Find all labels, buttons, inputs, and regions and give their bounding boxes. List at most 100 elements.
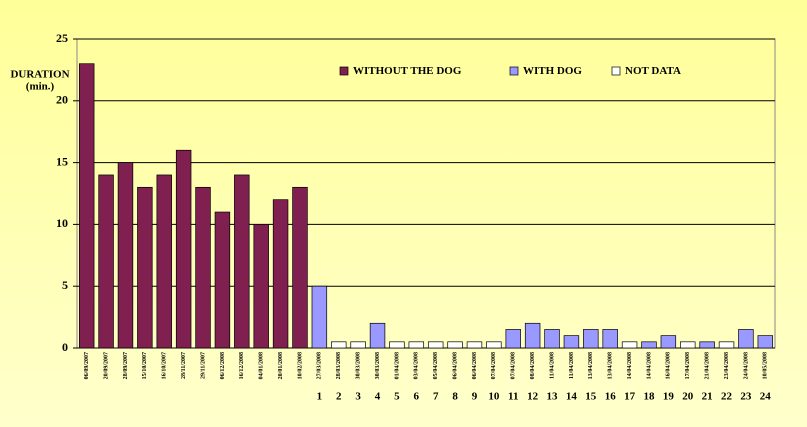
x-tick-label: 01/04/2008: [394, 352, 400, 379]
x-tick-label: 14/04/2008: [646, 352, 652, 379]
bar: [524, 322, 541, 349]
bar: [699, 341, 715, 349]
x-tick-label: 13/04/2008: [588, 352, 594, 379]
x-tick-label: 10/02/2008: [297, 352, 303, 379]
bar: [350, 341, 366, 349]
y-tick-label: 15: [56, 154, 68, 168]
bar: [292, 186, 308, 349]
day-number: 18: [643, 391, 655, 403]
bar: [544, 329, 560, 349]
x-tick-label: 07/04/2008: [491, 352, 497, 379]
day-number: 5: [394, 391, 400, 403]
day-number: 3: [355, 391, 361, 403]
x-tick-label: 20/01/2008: [278, 352, 284, 379]
day-number: 9: [472, 391, 478, 403]
x-tick-label: 13/04/2008: [608, 352, 614, 379]
day-number: 7: [433, 391, 439, 403]
bar: [660, 335, 677, 349]
bar: [466, 341, 483, 349]
bar: [98, 174, 114, 349]
day-number: 10: [488, 391, 500, 403]
bar: [738, 329, 754, 349]
day-number: 8: [452, 391, 458, 403]
x-tick-label: 21/04/2008: [705, 352, 711, 379]
x-tick-label: 10/05/2008: [763, 352, 769, 379]
bar: [311, 285, 328, 349]
x-tick-label: 11/04/2008: [549, 352, 555, 379]
y-axis-label: (min.): [26, 81, 55, 93]
day-number: 16: [605, 391, 617, 403]
x-tick-label: 24/04/2008: [743, 352, 749, 379]
day-number: 23: [740, 391, 752, 403]
bar: [408, 341, 425, 349]
x-tick-label: 08/04/2008: [530, 352, 536, 379]
x-tick-label: 17/04/2008: [685, 352, 691, 379]
day-number: 2: [336, 391, 342, 403]
legend-label: NOT DATA: [625, 65, 681, 77]
bar: [234, 174, 250, 349]
legend-swatch: [611, 66, 621, 76]
legend-swatch: [509, 66, 519, 76]
bar: [78, 63, 95, 349]
x-tick-label: 30/03/2008: [375, 352, 381, 379]
day-number: 22: [721, 391, 733, 403]
x-tick-label: 06/12/2008: [220, 352, 226, 379]
day-number: 15: [585, 391, 597, 403]
bar: [214, 211, 231, 349]
legend-label: WITHOUT THE DOG: [353, 65, 462, 77]
day-number: 12: [527, 391, 539, 403]
day-number: 11: [508, 391, 518, 403]
x-tick-label: 20/09/2007: [103, 352, 109, 379]
day-number: 19: [663, 391, 675, 403]
x-tick-label: 30/03/2008: [356, 352, 362, 379]
bar: [583, 329, 599, 349]
y-tick-label: 0: [62, 340, 68, 354]
y-tick-label: 5: [62, 278, 68, 292]
bar: [272, 199, 289, 349]
bar: [389, 341, 405, 349]
day-number: 14: [566, 391, 578, 403]
bar: [718, 341, 735, 349]
legend-swatch: [339, 66, 349, 76]
y-tick-label: 20: [56, 93, 68, 107]
day-number: 6: [414, 391, 420, 403]
bar: [757, 335, 774, 349]
bar: [331, 341, 347, 349]
x-tick-label: 27/03/2008: [317, 352, 323, 379]
x-tick-label: 06/09/2007: [84, 352, 90, 379]
x-tick-label: 06/04/2008: [452, 352, 458, 379]
day-number: 1: [317, 391, 323, 403]
x-tick-label: 06/04/2008: [472, 352, 478, 379]
bar: [641, 341, 657, 349]
legend-label: WITH DOG: [523, 65, 582, 77]
bar: [447, 341, 463, 349]
bar: [195, 186, 211, 349]
x-tick-label: 16/12/2008: [239, 352, 245, 379]
bar: [117, 162, 134, 349]
x-tick-label: 14/04/2008: [627, 352, 633, 379]
x-tick-label: 04/01/2008: [259, 352, 265, 379]
bar: [427, 341, 444, 349]
x-tick-label: 03/04/2008: [414, 352, 420, 379]
bar: [602, 329, 618, 349]
bar: [563, 335, 580, 349]
bar: [156, 174, 172, 349]
bar: [253, 224, 269, 349]
y-axis-label: DURATION: [10, 69, 69, 81]
x-tick-label: 28/03/2008: [336, 352, 342, 379]
x-tick-label: 28/09/2007: [123, 352, 129, 379]
x-tick-label: 15/10/2007: [142, 352, 148, 379]
bar: [621, 341, 638, 349]
day-number: 17: [624, 391, 636, 403]
day-number: 20: [682, 391, 694, 403]
day-number: 4: [375, 391, 381, 403]
x-tick-label: 16/10/2007: [162, 352, 168, 379]
x-tick-label: 07/04/2008: [511, 352, 517, 379]
x-tick-label: 11/04/2008: [569, 352, 575, 379]
x-tick-label: 16/04/2008: [666, 352, 672, 379]
day-number: 13: [547, 391, 559, 403]
y-tick-label: 10: [56, 216, 68, 230]
bar: [486, 341, 502, 349]
x-tick-label: 23/04/2008: [724, 352, 730, 379]
